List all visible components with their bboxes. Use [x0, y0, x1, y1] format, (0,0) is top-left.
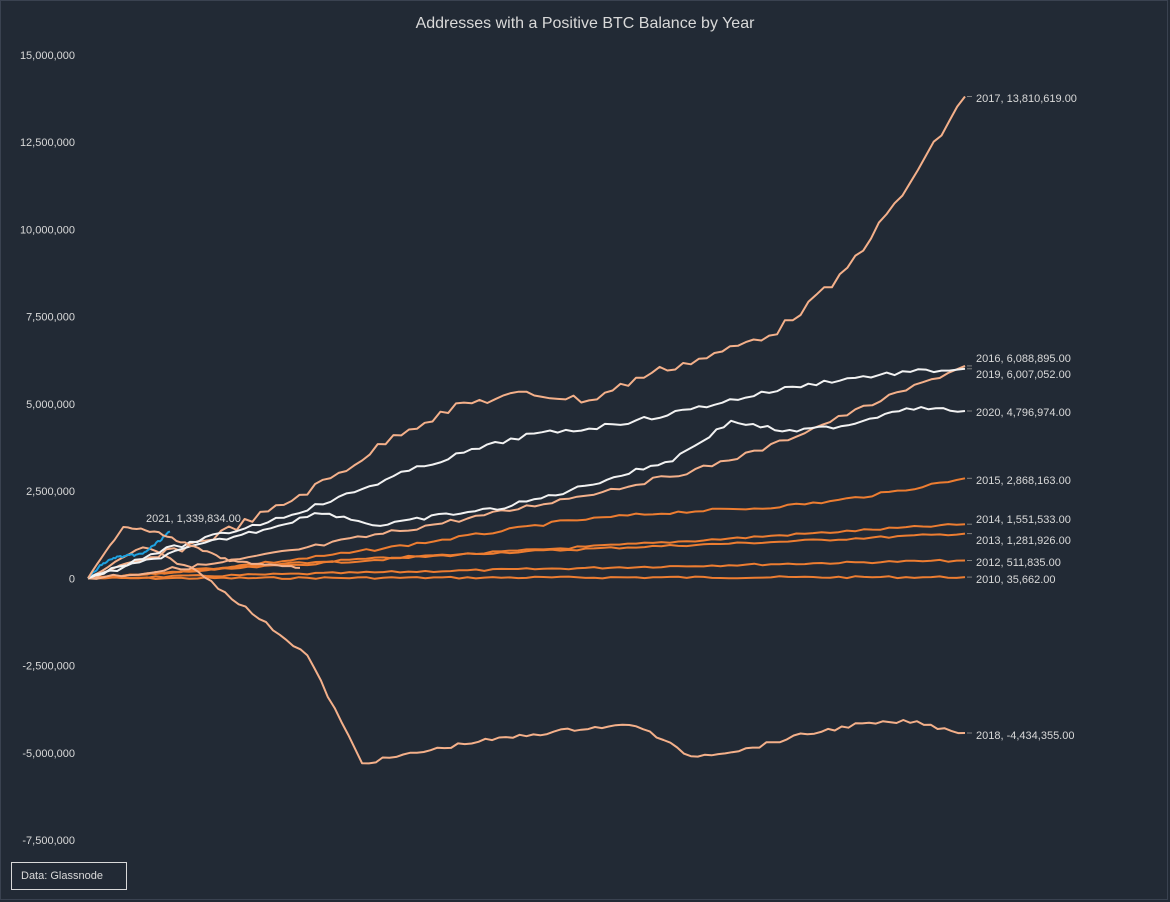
series-line-2020	[87, 406, 966, 580]
series-label-2021: 2021, 1,339,834.00	[146, 513, 241, 525]
series-lines	[87, 95, 966, 765]
series-line-2015	[87, 477, 966, 580]
series-line-unlabeled	[87, 526, 301, 579]
y-tick-label: 5,000,000	[26, 399, 75, 411]
series-label-2016: 2016, 6,088,895.00	[976, 353, 1071, 365]
series-line-2013	[87, 532, 966, 580]
series-label-2018: 2018, -4,434,355.00	[976, 730, 1074, 742]
chart-title: Addresses with a Positive BTC Balance by…	[416, 15, 756, 32]
y-tick-label: 15,000,000	[20, 50, 75, 62]
series-line-2017	[87, 95, 966, 580]
series-line-2019	[87, 367, 966, 580]
y-tick-label: -7,500,000	[22, 835, 75, 847]
series-label-2010: 2010, 35,662.00	[976, 574, 1056, 586]
series-label-2014: 2014, 1,551,533.00	[976, 514, 1071, 526]
series-label-2017: 2017, 13,810,619.00	[976, 93, 1077, 105]
series-line-2021	[87, 530, 171, 579]
series-label-2012: 2012, 511,835.00	[976, 557, 1061, 569]
y-tick-label: 7,500,000	[26, 312, 75, 324]
series-label-2019: 2019, 6,007,052.00	[976, 369, 1071, 381]
y-tick-label: -2,500,000	[22, 661, 75, 673]
y-tick-label: 2,500,000	[26, 486, 75, 498]
series-label-2015: 2015, 2,868,163.00	[976, 475, 1071, 487]
series-label-2020: 2020, 4,796,974.00	[976, 407, 1071, 419]
y-tick-label: 12,500,000	[20, 137, 75, 149]
series-line-2012	[87, 558, 966, 580]
y-tick-label: 10,000,000	[20, 224, 75, 236]
series-line-2016	[87, 364, 966, 580]
series-line-2018	[87, 546, 966, 765]
series-line-2014	[87, 523, 966, 580]
y-tick-label: -5,000,000	[22, 748, 75, 760]
source-note: Data: Glassnode	[11, 862, 127, 890]
y-axis-ticks: 15,000,000 12,500,000 10,000,000 7,500,000 5…	[20, 50, 75, 847]
series-end-labels: 2010, 35,662.00 2012, 511,835.00 2013, 1,2…	[146, 93, 1077, 742]
series-label-2013: 2013, 1,281,926.00	[976, 535, 1071, 547]
y-tick-label: 0	[69, 573, 75, 585]
series-line-2010	[88, 575, 966, 580]
